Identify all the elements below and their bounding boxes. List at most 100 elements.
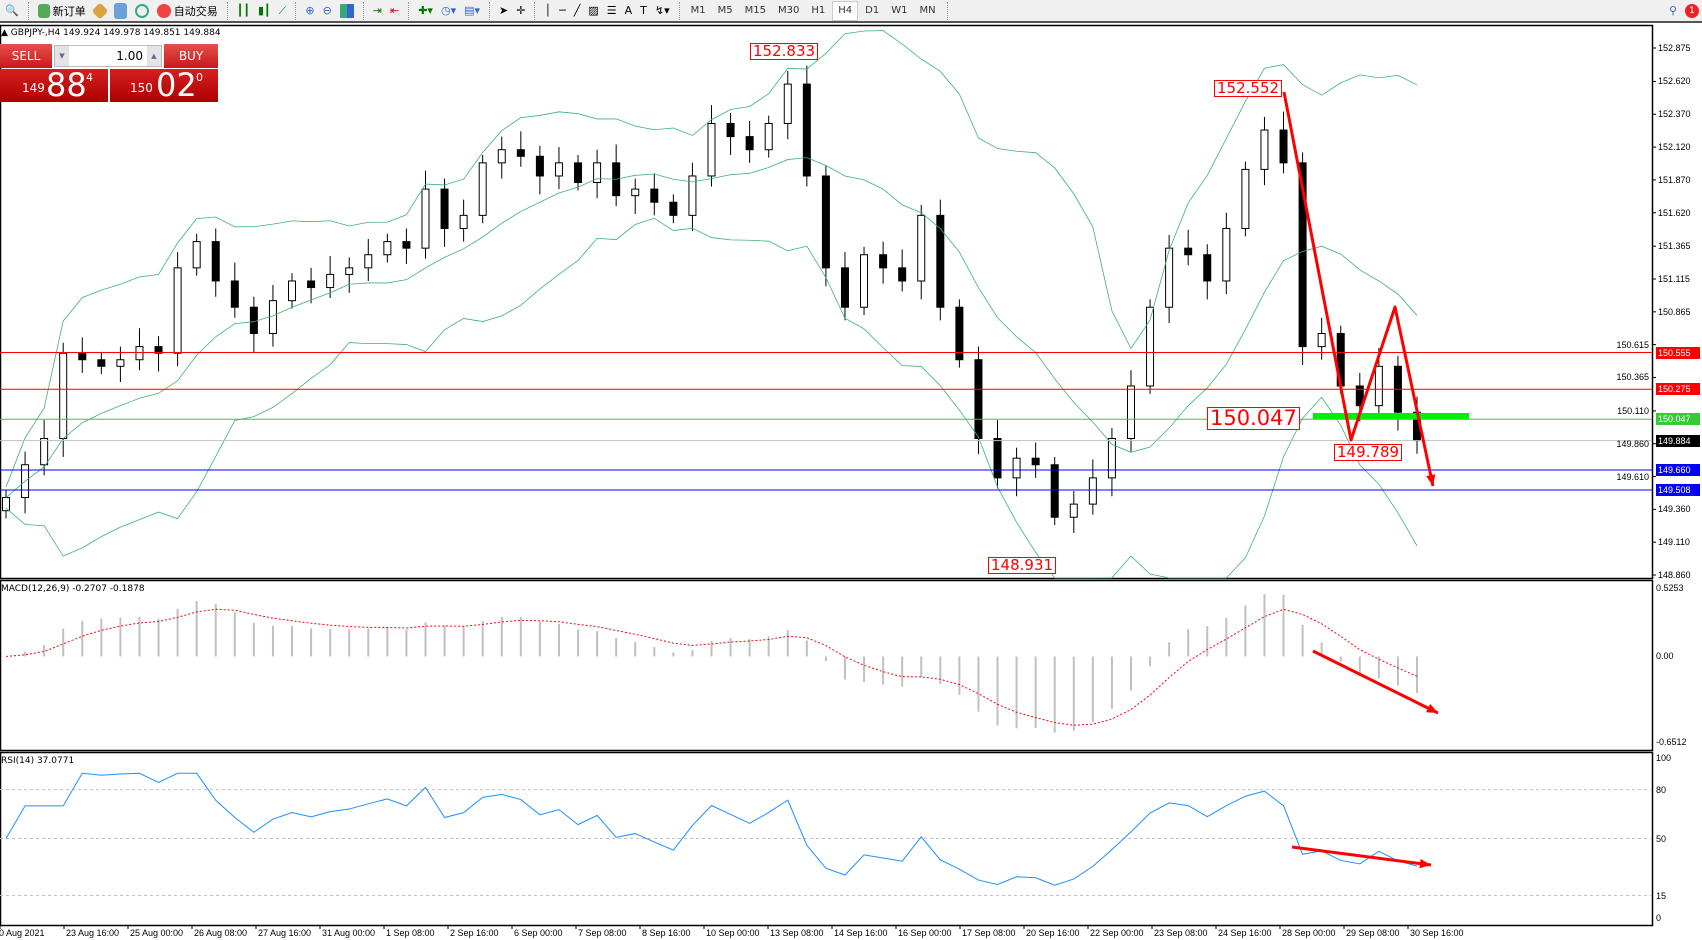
chart-info-line: ▲ GBPJPY-,H4 149.924 149.978 149.851 149…: [1, 28, 221, 38]
templates-dropdown[interactable]: ▤▾: [464, 4, 481, 17]
tf-w1[interactable]: W1: [891, 5, 908, 16]
fibonacci-icon[interactable]: ☰: [606, 4, 617, 17]
macd-axis-max: 0.5253: [1656, 583, 1684, 593]
candle: [1279, 129, 1288, 164]
candle: [1069, 503, 1078, 518]
notification-badge: 1: [1685, 3, 1699, 18]
buy-button[interactable]: BUY: [164, 44, 218, 68]
candle: [707, 122, 716, 177]
candle: [478, 162, 487, 216]
sell-price-sup: 4: [86, 71, 93, 84]
text-label-icon[interactable]: T: [640, 4, 647, 17]
tf-h1[interactable]: H1: [811, 5, 826, 16]
tf-m15[interactable]: M15: [744, 5, 766, 16]
candle: [383, 241, 392, 256]
bid-price-tag: 149.884: [1656, 434, 1700, 447]
tf-m30[interactable]: M30: [777, 5, 800, 16]
price-tick-label: 149.360: [1658, 504, 1691, 515]
level-price-tag: 149.508: [1656, 483, 1700, 496]
new-order-button[interactable]: 新订单: [35, 1, 89, 21]
candle: [840, 267, 849, 308]
indicators-dropdown[interactable]: ✚▾: [418, 4, 433, 17]
trendline-icon[interactable]: ╱: [573, 4, 581, 17]
time-label: 6 Sep 00:00: [514, 928, 563, 938]
candle: [917, 214, 926, 282]
candle: [192, 241, 201, 269]
swing-high-label: 152.552: [1214, 80, 1283, 97]
toolbar-separator: [408, 1, 410, 20]
sell-button[interactable]: SELL: [0, 44, 52, 68]
swing-low-label: 149.789: [1334, 444, 1403, 461]
level-price-tag: 150.047: [1656, 413, 1700, 426]
tf-h4[interactable]: H4: [832, 0, 859, 21]
time-label: 2 Sep 16:00: [450, 928, 499, 938]
macd-divergence-arrow: [1312, 649, 1439, 715]
chart-shift-icon[interactable]: ⇤: [390, 4, 400, 17]
price-tick-label: 150.865: [1658, 306, 1691, 317]
tf-d1[interactable]: D1: [865, 5, 880, 16]
lot-size-field[interactable]: ▼ 1.00 ▲: [54, 45, 162, 67]
level-price-tag: 149.660: [1656, 463, 1700, 476]
time-label: 16 Sep 00:00: [898, 928, 952, 938]
zoom-out-icon[interactable]: ⊖: [322, 4, 332, 17]
candle: [1107, 437, 1116, 479]
cursor-icon[interactable]: ➤: [499, 4, 509, 17]
tf-m5[interactable]: M5: [717, 5, 733, 16]
toolbar-separator: [362, 1, 364, 20]
equidistant-channel-icon[interactable]: ▨: [588, 4, 599, 17]
candle: [116, 359, 125, 367]
candle: [1298, 162, 1307, 348]
candle: [993, 437, 1002, 479]
crosshair-icon[interactable]: ✛: [516, 4, 526, 17]
time-label: 23 Aug 16:00: [66, 928, 120, 938]
candlestick-button[interactable]: ▮┃: [257, 4, 271, 17]
macd-axis-zero: 0.00: [1656, 651, 1674, 662]
candle: [1088, 477, 1097, 505]
lot-increase-button[interactable]: ▲: [147, 46, 161, 66]
price-tick-label: 151.620: [1658, 207, 1691, 218]
candle: [1031, 457, 1040, 466]
signals-button[interactable]: [132, 1, 152, 21]
candle: [764, 122, 773, 151]
candle: [688, 175, 697, 216]
bollinger-band-upper: [5, 30, 1418, 488]
database-icon: [113, 2, 127, 19]
arrows-dropdown[interactable]: ↯▾: [654, 4, 670, 17]
notifications-button[interactable]: 1: [1682, 1, 1702, 21]
time-label: 20 Sep 16:00: [1026, 928, 1080, 938]
periods-dropdown[interactable]: ◷▾: [440, 4, 457, 17]
vertical-line-icon[interactable]: │: [544, 4, 552, 17]
lot-value[interactable]: 1.00: [116, 49, 143, 63]
candle: [230, 280, 239, 308]
price-tick-label: 149.860: [1616, 438, 1649, 449]
buy-price[interactable]: 150 02 0: [110, 66, 218, 104]
candle: [211, 241, 220, 282]
time-label: 23 Sep 08:00: [1154, 928, 1208, 938]
rsi-divergence-arrow: [1291, 845, 1432, 867]
bar-chart-button[interactable]: ┃┃: [236, 4, 250, 17]
search-icon[interactable]: 🔍: [5, 4, 19, 17]
line-chart-button[interactable]: ⟋: [278, 3, 287, 17]
sell-price[interactable]: 149 88 4: [0, 66, 108, 104]
candle: [516, 149, 525, 157]
candle: [879, 254, 888, 269]
macd-divergence-arrow-head: [1426, 703, 1438, 713]
candle: [1184, 247, 1193, 256]
lot-decrease-button[interactable]: ▼: [55, 46, 69, 66]
macd-label: MACD(12,26,9) -0.2707 -0.1878: [1, 584, 145, 594]
horizontal-line-icon[interactable]: ─: [559, 4, 566, 17]
candle: [135, 346, 144, 361]
text-icon[interactable]: A: [624, 4, 633, 17]
tf-mn[interactable]: MN: [919, 5, 936, 16]
tf-m1[interactable]: M1: [690, 5, 706, 16]
history-center-button[interactable]: [111, 1, 130, 21]
auto-trading-button[interactable]: 自动交易: [154, 1, 221, 21]
candle: [860, 254, 869, 308]
tile-windows-icon[interactable]: [337, 1, 357, 21]
sell-price-big: 149: [22, 81, 45, 95]
auto-scroll-icon[interactable]: ⇥: [372, 4, 382, 17]
candle: [173, 267, 182, 354]
search-icon[interactable]: ⚲: [1668, 4, 1677, 17]
zoom-in-icon[interactable]: ⊕: [305, 4, 315, 17]
